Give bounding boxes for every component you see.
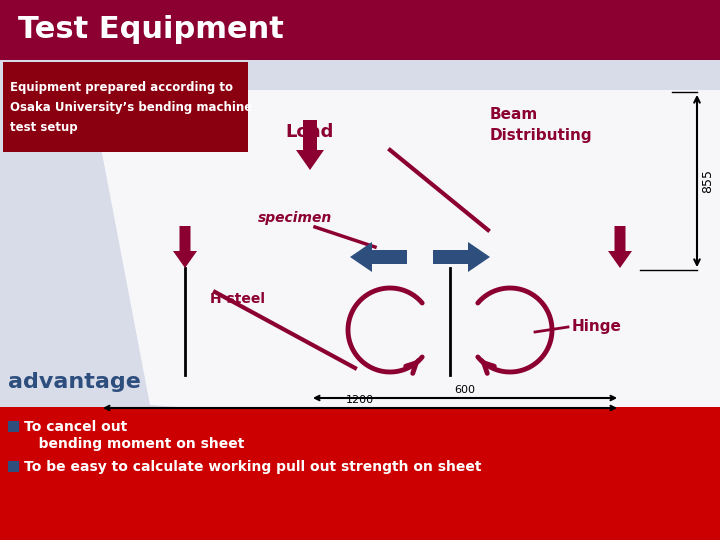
Text: 855: 855 (701, 169, 714, 193)
FancyBboxPatch shape (8, 421, 19, 432)
Polygon shape (90, 90, 720, 445)
Text: To cancel out: To cancel out (24, 420, 127, 434)
Text: 1200: 1200 (346, 395, 374, 405)
Text: Beam
Distributing: Beam Distributing (490, 107, 593, 143)
FancyBboxPatch shape (3, 62, 248, 152)
Text: 600: 600 (454, 385, 475, 395)
Text: Equipment prepared according to
Osaka University’s bending machine
test setup: Equipment prepared according to Osaka Un… (10, 80, 252, 133)
Text: bending moment on sheet: bending moment on sheet (24, 437, 244, 451)
Text: Test Equipment: Test Equipment (18, 16, 284, 44)
Text: H steel: H steel (210, 292, 265, 306)
Polygon shape (173, 226, 197, 268)
Polygon shape (350, 242, 407, 272)
Text: specimen: specimen (258, 211, 332, 225)
Text: advantage: advantage (8, 372, 141, 392)
Polygon shape (296, 120, 324, 170)
Text: To be easy to calculate working pull out strength on sheet: To be easy to calculate working pull out… (24, 460, 482, 474)
FancyBboxPatch shape (8, 461, 19, 472)
FancyBboxPatch shape (0, 407, 720, 540)
Text: Load: Load (285, 123, 333, 141)
Polygon shape (608, 226, 632, 268)
Text: Hinge: Hinge (572, 320, 622, 334)
Polygon shape (433, 242, 490, 272)
FancyBboxPatch shape (0, 0, 720, 60)
